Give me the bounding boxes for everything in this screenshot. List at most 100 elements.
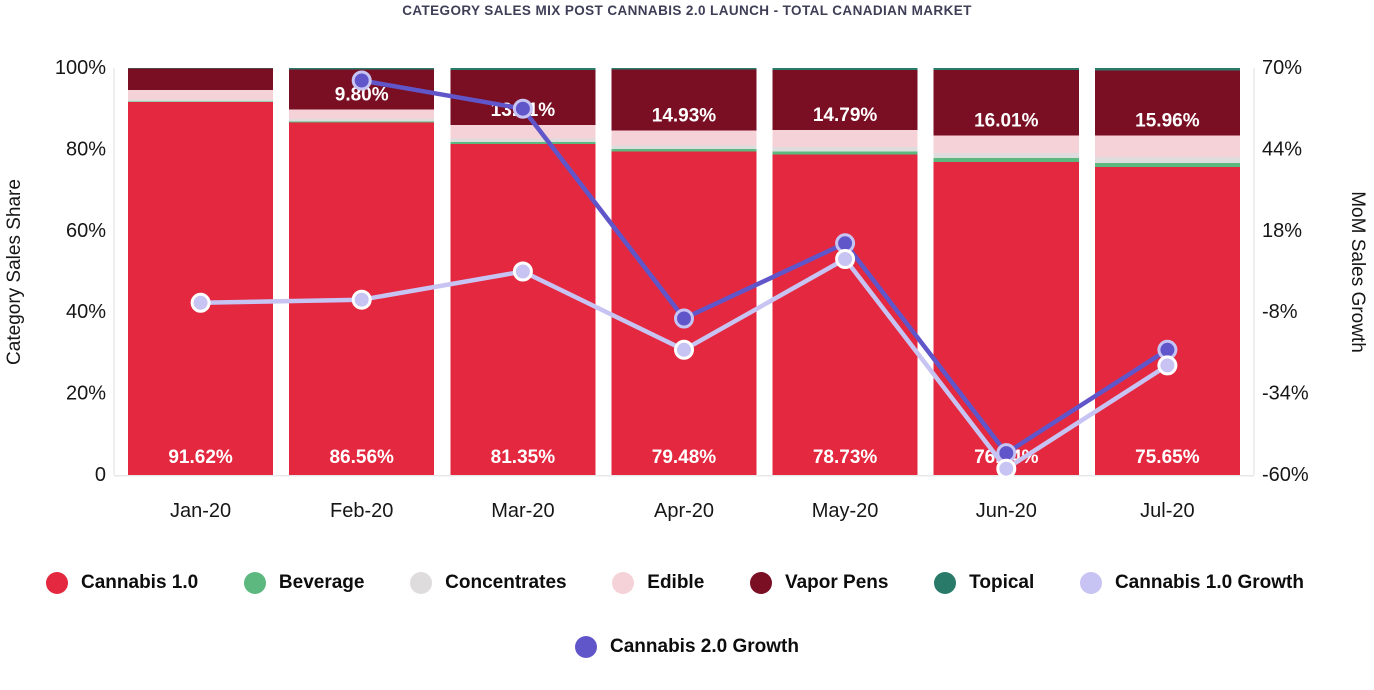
- right-axis-tick-label: 70%: [1262, 57, 1302, 79]
- legend-swatch-beverage: [243, 572, 266, 594]
- legend-swatch-cannabis-2-0-growth: [575, 636, 597, 658]
- legend-item-cannabis-1-0: Cannabis 1.0: [46, 572, 198, 594]
- bar-value-label: 86.56%: [329, 447, 394, 468]
- bar-value-label: 75.65%: [1135, 447, 1200, 468]
- bar-segment-vapor-pens: [611, 69, 757, 131]
- legend-item-vapor-pens: Vapor Pens: [749, 572, 889, 594]
- legend-label: Cannabis 1.0 Growth: [1114, 572, 1304, 593]
- bar-segment-beverage: [289, 121, 435, 123]
- bar-segment-topical: [611, 68, 757, 70]
- bar-segment-beverage: [611, 149, 757, 152]
- legend-item-cannabis-1-0-growth: Cannabis 1.0 Growth: [1079, 572, 1304, 594]
- legend-swatch-edible: [612, 572, 635, 594]
- bar-segment-vapor-pens: [933, 70, 1079, 136]
- bar-segment-beverage: [128, 101, 274, 103]
- legend-swatch-vapor-pens: [749, 572, 772, 594]
- legend-swatch-cannabis-1-0: [46, 572, 68, 594]
- left-axis-tick-label: 0: [95, 464, 106, 486]
- bar-segment-topical: [128, 68, 274, 69]
- x-axis-label: Jun-20: [976, 500, 1037, 522]
- bar-value-label: 16.01%: [974, 110, 1039, 131]
- legend-swatch-cannabis-1-0-growth: [1079, 572, 1102, 594]
- bar-segment-topical: [289, 68, 435, 70]
- legend-swatch-topical: [934, 572, 957, 594]
- bar-segment-edible: [772, 130, 918, 148]
- legend-label: Cannabis 2.0 Growth: [610, 636, 799, 657]
- marker-cannabis-1-0-growth: [835, 249, 856, 269]
- legend-label: Beverage: [278, 572, 365, 593]
- bar-segment-edible: [128, 89, 274, 100]
- bar-segment-vapor-pens: [772, 69, 918, 131]
- bar-segment-concentrates: [772, 147, 918, 152]
- axis-ticks-group: 100% 80% 60% 40% 20% 0 70% 44% 18% -8% -34% -60% Jan…: [55, 57, 1309, 522]
- legend-item-concentrates: Concentrates: [410, 572, 567, 594]
- bar-value-label: 79.48%: [652, 447, 717, 468]
- left-axis-tick-label: 100%: [55, 57, 106, 79]
- legend-item-edible: Edible: [612, 572, 704, 594]
- legend-label: Edible: [647, 572, 705, 593]
- marker-cannabis-2-0-growth: [674, 308, 694, 329]
- bar-value-label: 9.80%: [335, 84, 389, 105]
- bar-segment-concentrates: [128, 99, 274, 102]
- legend-swatch-concentrates: [410, 572, 433, 594]
- right-axis-tick-label: -60%: [1262, 464, 1309, 486]
- bar-segment-beverage: [1094, 163, 1240, 168]
- right-axis-tick-label: -34%: [1262, 383, 1309, 405]
- bar-segment-topical: [1094, 68, 1240, 71]
- bar-segment-concentrates: [933, 152, 1079, 158]
- left-axis-title: Category Sales Share: [4, 179, 25, 365]
- bar-value-label: 78.73%: [813, 447, 878, 468]
- bar-segment-concentrates: [1094, 156, 1240, 164]
- marker-cannabis-1-0-growth: [996, 458, 1017, 479]
- bar-value-label: 14.79%: [813, 105, 878, 126]
- marker-cannabis-2-0-growth: [512, 98, 533, 119]
- x-axis-label: Apr-20: [654, 500, 714, 522]
- bar-value-label: 15.96%: [1135, 110, 1200, 131]
- x-axis-label: Jan-20: [170, 500, 231, 522]
- bar-segment-concentrates: [289, 119, 435, 122]
- legend-label: Topical: [969, 572, 1035, 593]
- axis-lines-group: [113, 68, 1255, 477]
- bar-value-label: 81.35%: [491, 447, 556, 468]
- right-axis-tick-label: 44%: [1262, 138, 1302, 160]
- marker-cannabis-1-0-growth: [512, 261, 533, 282]
- bar-segment-vapor-pens: [1094, 70, 1240, 136]
- x-axis-label: May-20: [812, 500, 879, 522]
- bar-segment-cannabis-1-0: [1094, 167, 1240, 475]
- bar-segment-cannabis-1-0: [128, 102, 274, 476]
- bar-value-label: 91.62%: [168, 447, 233, 468]
- left-axis-tick-label: 60%: [66, 220, 106, 242]
- legend-item-topical: Topical: [934, 572, 1034, 594]
- bar-segment-edible: [1094, 135, 1240, 157]
- marker-cannabis-1-0-growth: [674, 339, 694, 360]
- left-axis-tick-label: 40%: [66, 301, 106, 323]
- marker-cannabis-1-0-growth: [351, 289, 372, 310]
- bar-segment-concentrates: [450, 138, 596, 142]
- bar-segment-topical: [933, 68, 1079, 71]
- bar-segment-topical: [772, 68, 918, 70]
- bar-labels-group: 91.62%86.56%9.80%81.35%13.61%79.48%14.93…: [168, 84, 1199, 468]
- bar-segment-topical: [450, 68, 596, 70]
- chart-svg: 91.62%86.56%9.80%81.35%13.61%79.48%14.93…: [4, 57, 1368, 522]
- bar-segment-beverage: [772, 151, 918, 155]
- bar-segment-edible: [289, 109, 435, 120]
- bar-value-label: 14.93%: [652, 105, 717, 126]
- chart-title: CATEGORY SALES MIX POST CANNABIS 2.0 LAU…: [402, 3, 972, 18]
- marker-cannabis-2-0-growth: [351, 70, 372, 91]
- right-axis-title: MoM Sales Growth: [1347, 191, 1368, 353]
- bar-segment-beverage: [450, 141, 596, 144]
- line-cannabis-2-0-growth: [361, 78, 1169, 456]
- legend-label: Cannabis 1.0: [81, 572, 199, 593]
- bar-segment-cannabis-1-0: [450, 143, 596, 475]
- legend-row-2: Cannabis 2.0 Growth: [0, 624, 1374, 670]
- bar-segment-edible: [450, 125, 596, 139]
- legend-label: Concentrates: [445, 572, 567, 593]
- x-axis-label: Jul-20: [1140, 500, 1194, 522]
- legend-item-cannabis-2-0-growth: Cannabis 2.0 Growth: [575, 636, 799, 658]
- bar-segment-cannabis-1-0: [772, 154, 918, 475]
- bar-segment-beverage: [933, 157, 1079, 162]
- legend-row-1: Cannabis 1.0 Beverage Concentrates Edible Va…: [0, 560, 1374, 606]
- left-axis-tick-label: 80%: [66, 138, 106, 160]
- legend-label: Vapor Pens: [784, 572, 889, 593]
